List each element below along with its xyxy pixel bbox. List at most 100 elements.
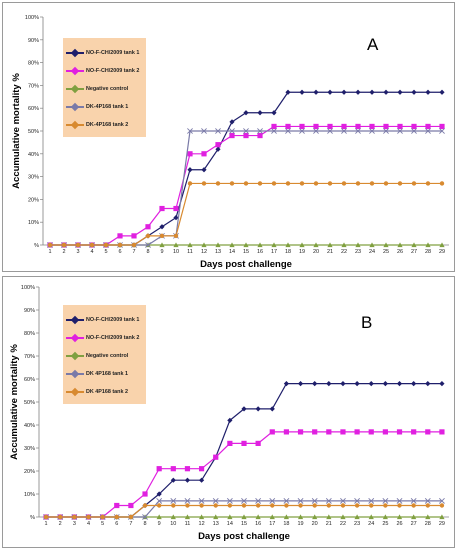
data-point [170, 514, 176, 520]
y-tick-label: 30% [28, 175, 39, 181]
legend-a: NO-F-CH/2009 tank 1 NO-F-CH/2009 tank 2 … [63, 38, 146, 137]
data-point [299, 89, 305, 95]
x-tick-label: 22 [340, 521, 346, 527]
data-point [297, 514, 304, 520]
data-point [215, 128, 221, 134]
data-point-stroke [325, 497, 332, 504]
data-point [297, 381, 304, 387]
x-tick-label: 17 [269, 521, 275, 527]
data-point [128, 502, 134, 509]
legend-label: DK-4P168 tank 1 [86, 103, 129, 110]
data-point [439, 429, 445, 435]
data-point [368, 514, 374, 520]
data-point [270, 503, 275, 508]
data-point [117, 233, 123, 239]
x-tick-label: 17 [271, 249, 277, 255]
x-tick-label: 25 [383, 249, 389, 255]
data-point [354, 497, 361, 504]
data-point [313, 89, 319, 95]
data-point [439, 242, 445, 248]
data-point [396, 381, 403, 387]
x-tick-label: 16 [257, 249, 263, 255]
data-point [198, 497, 205, 504]
x-tick-label: 21 [326, 521, 332, 527]
x-tick-label: 10 [170, 521, 176, 527]
data-point [397, 181, 403, 186]
data-point [156, 491, 162, 497]
data-point [142, 514, 148, 520]
data-point [156, 503, 162, 508]
data-point [215, 181, 221, 186]
series [47, 123, 445, 248]
data-point [213, 514, 219, 520]
data-point [425, 128, 431, 134]
data-point [173, 205, 179, 212]
data-point [159, 242, 165, 248]
data-point [89, 242, 95, 248]
x-tick-label: 26 [396, 521, 402, 527]
data-point-stroke [425, 128, 431, 134]
chart-svg-b: %10%20%30%40%50%60%70%80%90%100%1 2 3 4 5 6 7 8… [9, 285, 449, 542]
data-point [198, 477, 205, 483]
data-point-stroke [156, 497, 163, 504]
series [43, 503, 445, 520]
x-tick-label: 5 [101, 521, 104, 527]
x-tick-label: 9 [160, 249, 163, 255]
x-tick-label: 19 [299, 249, 305, 255]
x-tick-label: 21 [327, 249, 333, 255]
legend-b: NO-F-CH/2009 tank 1 NO-F-CH/2009 tank 2 … [63, 305, 146, 404]
data-point [213, 503, 218, 508]
legend-swatch [66, 388, 84, 396]
data-point-stroke [354, 497, 361, 504]
x-tick-label: 6 [118, 249, 121, 255]
legend-label: DK-4P168 tank 2 [86, 121, 129, 128]
data-point [354, 381, 360, 387]
data-point [411, 128, 417, 134]
data-point [103, 242, 109, 248]
data-point [271, 123, 277, 130]
x-tick-label: 23 [354, 521, 360, 527]
legend-item: NO-F-CH/2009 tank 1 [66, 311, 143, 328]
data-point [368, 429, 374, 435]
y-tick-label: 10% [28, 220, 39, 226]
data-point [368, 381, 374, 387]
legend-label: DK 4P168 tank 1 [86, 370, 128, 377]
data-point [355, 242, 361, 248]
data-point [396, 429, 403, 435]
data-point-stroke [283, 497, 290, 504]
legend-swatch [66, 67, 84, 75]
data-point [355, 181, 361, 186]
data-point [159, 233, 165, 239]
data-point [142, 503, 148, 508]
x-axis-label: Days post challenge [198, 531, 290, 542]
data-point [285, 128, 291, 134]
data-point-stroke [311, 497, 318, 504]
data-point [269, 429, 275, 435]
data-point [173, 215, 179, 221]
series-line [50, 125, 442, 246]
data-point [156, 514, 162, 520]
data-point [269, 514, 275, 520]
data-point [397, 242, 403, 248]
x-tick-label: 23 [355, 249, 361, 255]
data-point-stroke [170, 497, 177, 504]
data-point-stroke [383, 128, 389, 134]
data-point [411, 514, 417, 520]
data-point [213, 454, 219, 460]
data-point-stroke [313, 128, 319, 134]
data-point [229, 242, 235, 248]
data-point [382, 381, 388, 387]
x-tick-label: 9 [158, 521, 161, 527]
data-point [227, 440, 233, 446]
data-point [326, 514, 332, 520]
data-point [215, 242, 221, 248]
y-tick-label: 100% [21, 285, 35, 291]
data-point [397, 503, 402, 508]
y-tick-label: 40% [24, 423, 35, 429]
data-point [241, 503, 247, 508]
data-point-stroke [229, 128, 235, 134]
data-point [215, 142, 221, 148]
data-point [299, 242, 305, 248]
data-point [313, 128, 319, 134]
data-point [159, 205, 165, 212]
